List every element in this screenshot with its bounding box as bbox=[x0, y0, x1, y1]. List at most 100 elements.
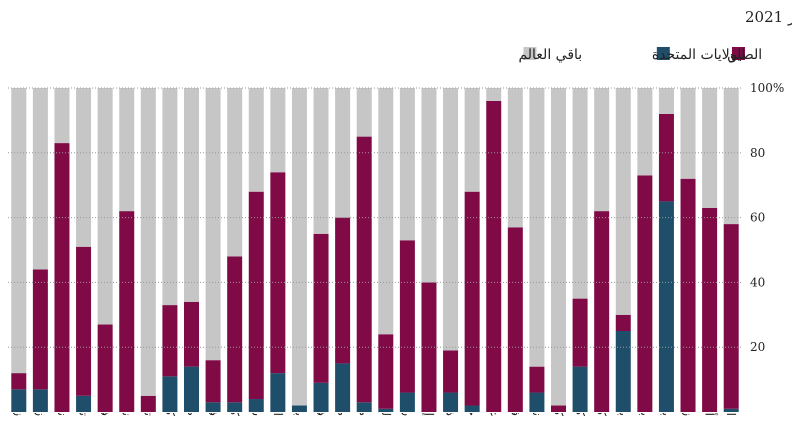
bar-segment bbox=[205, 402, 221, 412]
bar-segment bbox=[723, 224, 739, 409]
bar-segment bbox=[529, 88, 545, 367]
chart-subtitle: نُشر التحليل في يناير 2021 bbox=[745, 8, 792, 26]
bar-segment bbox=[529, 366, 545, 393]
bar-segment bbox=[572, 366, 588, 412]
x-tick-label: بورون bbox=[616, 386, 630, 416]
x-labels: زركو زنك نفط تيتانيوم فحم نيكل تنتالوم كبريت صود… bbox=[12, 371, 738, 417]
x-tick-label: رصاص bbox=[400, 382, 414, 416]
legend-label: الصين bbox=[727, 47, 762, 63]
x-tick-label: فسفور bbox=[314, 380, 328, 416]
bar-segment bbox=[335, 217, 351, 364]
bar-segment bbox=[162, 88, 178, 306]
bar-segment bbox=[723, 88, 739, 225]
x-tick-label: بريليوم bbox=[659, 381, 673, 416]
x-tick-label: بزموت bbox=[638, 382, 652, 416]
bar-segment bbox=[378, 408, 394, 412]
x-tick-label: نيكل bbox=[120, 393, 134, 416]
y-tick-label: 60 bbox=[750, 211, 765, 225]
x-tick-label: فضة bbox=[206, 393, 220, 416]
bar-segment bbox=[32, 269, 48, 390]
x-tick-label: الومنيوم bbox=[724, 376, 738, 417]
bar-segment bbox=[378, 88, 394, 335]
bar-segment bbox=[443, 350, 459, 393]
bar-segment bbox=[615, 314, 631, 331]
x-tick-label: سليكا bbox=[249, 388, 263, 416]
x-tick-label: بلاتين bbox=[292, 389, 306, 416]
bar-segment bbox=[443, 88, 459, 351]
x-tick-label: ليثيوم bbox=[379, 388, 393, 416]
bar-segment bbox=[399, 392, 415, 412]
bar-segment bbox=[572, 298, 588, 367]
x-tick-label: تيتانيوم bbox=[77, 381, 91, 416]
bar-segment bbox=[184, 301, 199, 367]
bar-segment bbox=[615, 331, 631, 412]
bar-segment bbox=[356, 136, 372, 403]
x-tick-label: كبريت bbox=[163, 385, 177, 416]
bar-segment bbox=[11, 373, 27, 390]
bar-segment bbox=[464, 405, 480, 412]
bar-segment bbox=[551, 88, 566, 406]
x-tick-label: تنتالوم bbox=[141, 384, 155, 416]
bar-segment bbox=[399, 88, 415, 241]
bar-segment bbox=[270, 373, 286, 412]
x-tick-label: إنديوم bbox=[421, 386, 436, 416]
x-tick-label: جرمانيوم bbox=[465, 371, 479, 416]
bar-segment bbox=[11, 88, 27, 374]
x-tick-label: غاليوم bbox=[487, 385, 501, 416]
bar-segment bbox=[486, 88, 502, 101]
bar-segment bbox=[702, 88, 718, 208]
bar-segment bbox=[227, 402, 243, 412]
bar-segment bbox=[248, 399, 264, 412]
bar-segment bbox=[615, 88, 631, 315]
bar-segment bbox=[702, 207, 718, 412]
bar-segment bbox=[313, 382, 329, 412]
bar-segment bbox=[227, 256, 243, 403]
bar-segment bbox=[637, 175, 653, 412]
bar-segment bbox=[680, 88, 696, 179]
bar-segment bbox=[572, 88, 588, 299]
y-tick-label: 20 bbox=[750, 340, 765, 354]
bar-segment bbox=[205, 360, 221, 403]
bar-segment bbox=[76, 88, 92, 247]
bar-segment bbox=[529, 392, 545, 412]
x-tick-label: فحم bbox=[98, 395, 112, 416]
bar-segment bbox=[594, 211, 610, 412]
bar-segment bbox=[356, 88, 372, 137]
legend-swatch bbox=[656, 47, 670, 60]
bar-segment bbox=[443, 392, 459, 412]
bar-segment bbox=[291, 405, 307, 412]
bar-segment bbox=[356, 402, 372, 412]
bar-segment bbox=[291, 88, 307, 406]
bar-segment bbox=[507, 227, 523, 412]
bar-segment bbox=[227, 88, 243, 257]
bar-segment bbox=[270, 88, 286, 173]
y-tick-label: 80 bbox=[750, 146, 765, 160]
x-tick-label: أنتيمون bbox=[703, 380, 718, 416]
x-tick-label: زنك bbox=[33, 397, 47, 416]
legend-swatch bbox=[523, 47, 537, 60]
bar-segment bbox=[270, 172, 286, 374]
bar-segment bbox=[464, 88, 480, 192]
bar-segment bbox=[637, 88, 653, 176]
x-tick-label: الأتربة bbox=[271, 386, 286, 416]
bar-segment bbox=[313, 88, 329, 234]
bar-segment bbox=[594, 88, 610, 212]
bar-segment bbox=[32, 389, 48, 412]
bar-segment bbox=[119, 88, 135, 212]
bar-segment bbox=[184, 88, 199, 302]
bar-segment bbox=[658, 88, 674, 114]
bar-segment bbox=[378, 334, 394, 409]
bar-segment bbox=[140, 395, 156, 412]
x-tick-label: كربون bbox=[595, 385, 609, 416]
bar-segment bbox=[248, 88, 264, 192]
bar-segment bbox=[313, 233, 329, 383]
bar-segment bbox=[658, 113, 674, 202]
bar-segment bbox=[54, 88, 70, 144]
x-tick-label: كوبالت bbox=[552, 382, 566, 417]
bar-segment bbox=[421, 88, 437, 283]
bar-segment bbox=[335, 363, 351, 412]
x-tick-label: نفط bbox=[55, 395, 69, 416]
x-tick-label: صوديوم bbox=[185, 377, 199, 416]
bar-segment bbox=[335, 88, 351, 218]
bar-segment bbox=[486, 100, 502, 413]
